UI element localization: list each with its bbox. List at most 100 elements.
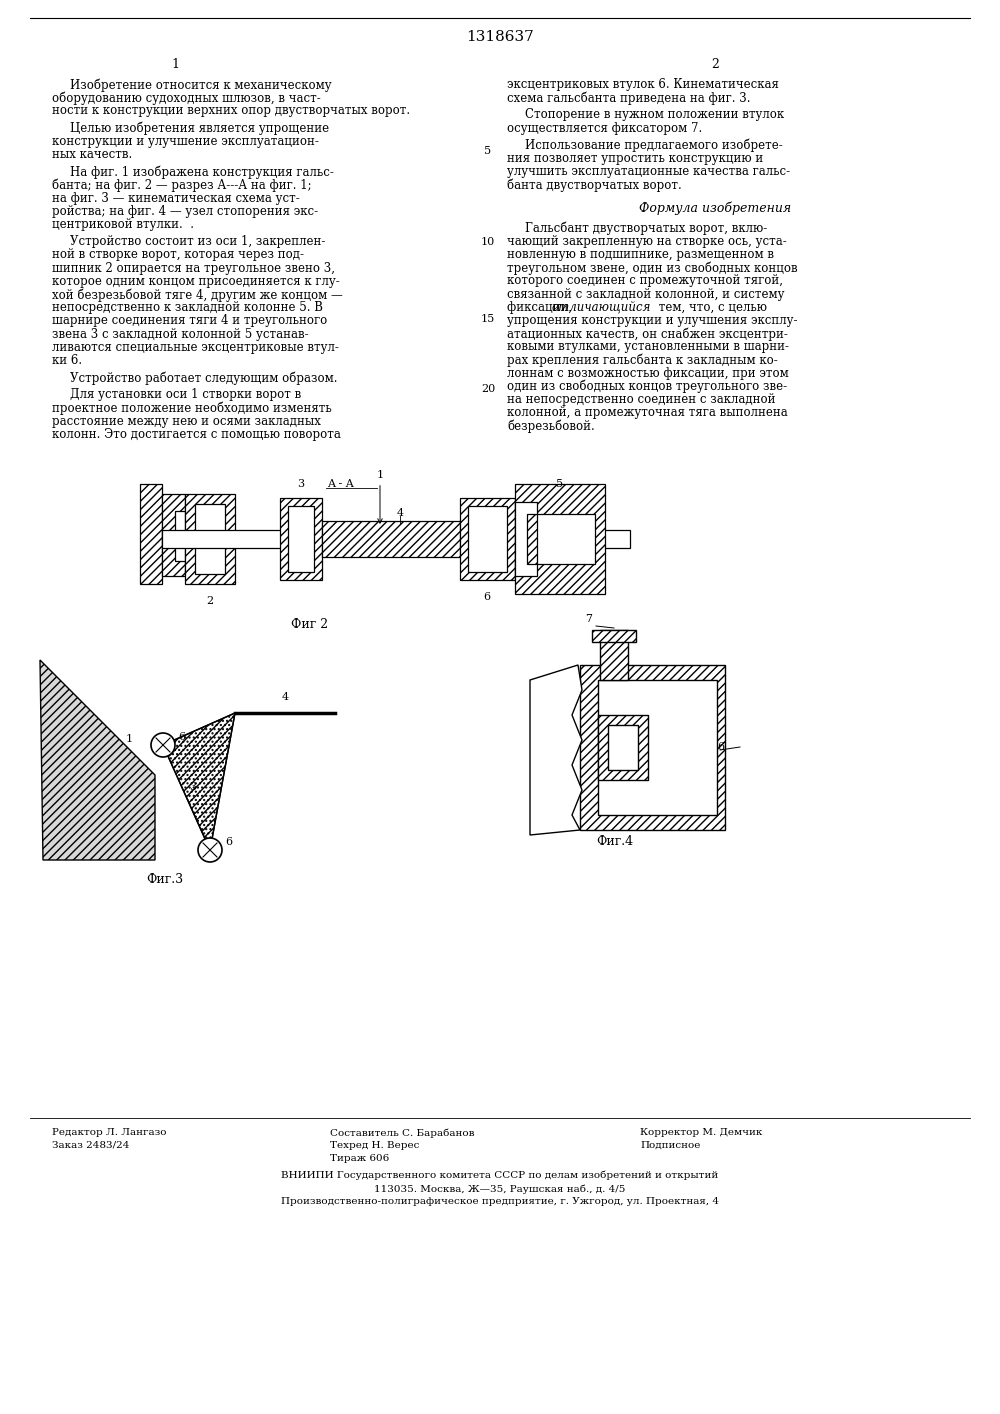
Text: Стопорение в нужном положении втулок: Стопорение в нужном положении втулок [525, 109, 784, 122]
Text: 6: 6 [225, 837, 232, 847]
Text: новленную в подшипнике, размещенном в: новленную в подшипнике, размещенном в [507, 247, 774, 262]
Text: A - A: A - A [327, 479, 354, 489]
Text: Производственно-полиграфическое предприятие, г. Ужгород, ул. Проектная, 4: Производственно-полиграфическое предприя… [281, 1198, 719, 1206]
Text: ной в створке ворот, которая через под-: ной в створке ворот, которая через под- [52, 249, 304, 262]
Text: 1318637: 1318637 [466, 30, 534, 44]
Polygon shape [140, 484, 162, 584]
Polygon shape [288, 506, 314, 573]
Text: Изобретение относится к механическому: Изобретение относится к механическому [70, 78, 332, 92]
Text: атационных качеств, он снабжен эксцентри-: атационных качеств, он снабжен эксцентри… [507, 327, 788, 341]
Text: ных качеств.: ных качеств. [52, 148, 132, 161]
Text: банта; на фиг. 2 — разрез А---А на фиг. 1;: банта; на фиг. 2 — разрез А---А на фиг. … [52, 178, 312, 192]
Text: Фиг 2: Фиг 2 [291, 618, 329, 631]
Text: 113035. Москва, Ж—35, Раушская наб., д. 4/5: 113035. Москва, Ж—35, Раушская наб., д. … [374, 1184, 626, 1193]
Text: ВНИИПИ Государственного комитета СССР по делам изобретений и открытий: ВНИИПИ Государственного комитета СССР по… [281, 1171, 719, 1181]
Text: один из свободных концов треугольного зве-: один из свободных концов треугольного зв… [507, 380, 787, 393]
Polygon shape [580, 665, 725, 830]
Polygon shape [600, 631, 628, 680]
Text: центриковой втулки.  .: центриковой втулки. . [52, 218, 194, 230]
Text: ковыми втулками, установленными в шарни-: ковыми втулками, установленными в шарни- [507, 341, 789, 354]
Polygon shape [322, 520, 460, 557]
Polygon shape [280, 498, 322, 580]
Text: 1: 1 [376, 469, 384, 523]
Text: 5: 5 [556, 479, 564, 489]
Text: Корректор М. Демчик: Корректор М. Демчик [640, 1128, 762, 1137]
Text: колонн. Это достигается с помощью поворота: колонн. Это достигается с помощью поворо… [52, 428, 341, 441]
Polygon shape [592, 631, 636, 642]
Polygon shape [195, 503, 225, 574]
Text: Использование предлагаемого изобрете-: Использование предлагаемого изобрете- [525, 139, 783, 153]
Text: банта двустворчатых ворот.: банта двустворчатых ворот. [507, 178, 682, 192]
Polygon shape [598, 715, 648, 781]
Polygon shape [163, 713, 235, 850]
Text: проектное положение необходимо изменять: проектное положение необходимо изменять [52, 402, 332, 416]
Text: Фиг.3: Фиг.3 [146, 872, 184, 887]
Text: конструкции и улучшение эксплуатацион-: конструкции и улучшение эксплуатацион- [52, 134, 319, 148]
Text: 7: 7 [586, 614, 592, 624]
Text: 20: 20 [481, 385, 495, 395]
Text: ния позволяет упростить конструкцию и: ния позволяет упростить конструкцию и [507, 151, 763, 165]
Text: звена 3 с закладной колонной 5 устанав-: звена 3 с закладной колонной 5 устанав- [52, 328, 309, 341]
Text: расстояние между нею и осями закладных: расстояние между нею и осями закладных [52, 414, 321, 428]
Text: осуществляется фиксатором 7.: осуществляется фиксатором 7. [507, 122, 702, 134]
Text: Подписное: Подписное [640, 1141, 700, 1150]
Text: лоннам с возможностью фиксации, при этом: лоннам с возможностью фиксации, при этом [507, 366, 789, 380]
Text: треугольном звене, один из свободных концов: треугольном звене, один из свободных кон… [507, 262, 798, 274]
Text: На фиг. 1 изображена конструкция гальс-: На фиг. 1 изображена конструкция гальс- [70, 165, 334, 178]
Polygon shape [530, 665, 582, 836]
Text: 10: 10 [481, 238, 495, 247]
Text: Фиг.4: Фиг.4 [596, 836, 634, 848]
Text: Гальсбант двустворчатых ворот, вклю-: Гальсбант двустворчатых ворот, вклю- [525, 222, 767, 235]
Text: Целью изобретения является упрощение: Целью изобретения является упрощение [70, 122, 329, 136]
Text: 3: 3 [189, 782, 197, 792]
Polygon shape [162, 530, 630, 549]
Circle shape [151, 732, 175, 756]
Text: Для установки оси 1 створки ворот в: Для установки оси 1 створки ворот в [70, 389, 301, 402]
Text: фиксации,: фиксации, [507, 301, 576, 314]
Text: шарнире соединения тяги 4 и треугольного: шарнире соединения тяги 4 и треугольного [52, 314, 327, 328]
Text: Тираж 606: Тираж 606 [330, 1154, 389, 1162]
Text: 2: 2 [206, 595, 214, 607]
Text: Техред Н. Верес: Техред Н. Верес [330, 1141, 419, 1150]
Polygon shape [537, 515, 595, 564]
Text: 1: 1 [171, 58, 179, 71]
Polygon shape [162, 493, 185, 575]
Polygon shape [515, 484, 605, 594]
Text: тем, что, с целью: тем, что, с целью [655, 301, 767, 314]
Text: которое одним концом присоединяется к глу-: которое одним концом присоединяется к гл… [52, 274, 340, 288]
Text: 6: 6 [483, 592, 491, 602]
Text: 4: 4 [396, 508, 404, 518]
Text: на непосредственно соединен с закладной: на непосредственно соединен с закладной [507, 393, 776, 406]
Text: ройства; на фиг. 4 — узел стопорения экс-: ройства; на фиг. 4 — узел стопорения экс… [52, 205, 318, 218]
Polygon shape [598, 680, 717, 814]
Text: Составитель С. Барабанов: Составитель С. Барабанов [330, 1128, 475, 1137]
Text: 1: 1 [126, 734, 133, 744]
Text: шипник 2 опирается на треугольное звено 3,: шипник 2 опирается на треугольное звено … [52, 262, 335, 274]
Polygon shape [608, 725, 638, 771]
Text: чающий закрепленную на створке ось, уста-: чающий закрепленную на створке ось, уста… [507, 235, 787, 247]
Text: оборудованию судоходных шлюзов, в част-: оборудованию судоходных шлюзов, в част- [52, 90, 321, 105]
Text: Устройство состоит из оси 1, закреплен-: Устройство состоит из оси 1, закреплен- [70, 235, 325, 249]
Text: безрезьбовой.: безрезьбовой. [507, 420, 595, 433]
Text: схема гальсбанта приведена на фиг. 3.: схема гальсбанта приведена на фиг. 3. [507, 90, 750, 105]
Text: 3: 3 [297, 479, 305, 489]
Text: ки 6.: ки 6. [52, 354, 82, 368]
Text: отличающийся: отличающийся [551, 301, 650, 314]
Text: 6: 6 [178, 732, 185, 742]
Text: Заказ 2483/24: Заказ 2483/24 [52, 1141, 129, 1150]
Polygon shape [40, 660, 155, 860]
Text: улучшить эксплуатационные качества гальс-: улучшить эксплуатационные качества гальс… [507, 165, 790, 178]
Text: эксцентриковых втулок 6. Кинематическая: эксцентриковых втулок 6. Кинематическая [507, 78, 779, 90]
Text: Редактор Л. Лангазо: Редактор Л. Лангазо [52, 1128, 166, 1137]
Circle shape [198, 839, 222, 863]
Text: 6: 6 [717, 742, 724, 752]
Text: Устройство работает следующим образом.: Устройство работает следующим образом. [70, 372, 338, 385]
Polygon shape [185, 493, 235, 584]
Text: на фиг. 3 — кинематическая схема уст-: на фиг. 3 — кинематическая схема уст- [52, 192, 300, 205]
Polygon shape [515, 502, 537, 575]
Text: связанной с закладной колонной, и систему: связанной с закладной колонной, и систем… [507, 287, 784, 301]
Text: ности к конструкции верхних опор двустворчатых ворот.: ности к конструкции верхних опор двуство… [52, 105, 410, 117]
Text: 5: 5 [484, 146, 492, 156]
Text: непосредственно к закладной колонне 5. В: непосредственно к закладной колонне 5. В [52, 301, 323, 314]
Polygon shape [460, 498, 515, 580]
